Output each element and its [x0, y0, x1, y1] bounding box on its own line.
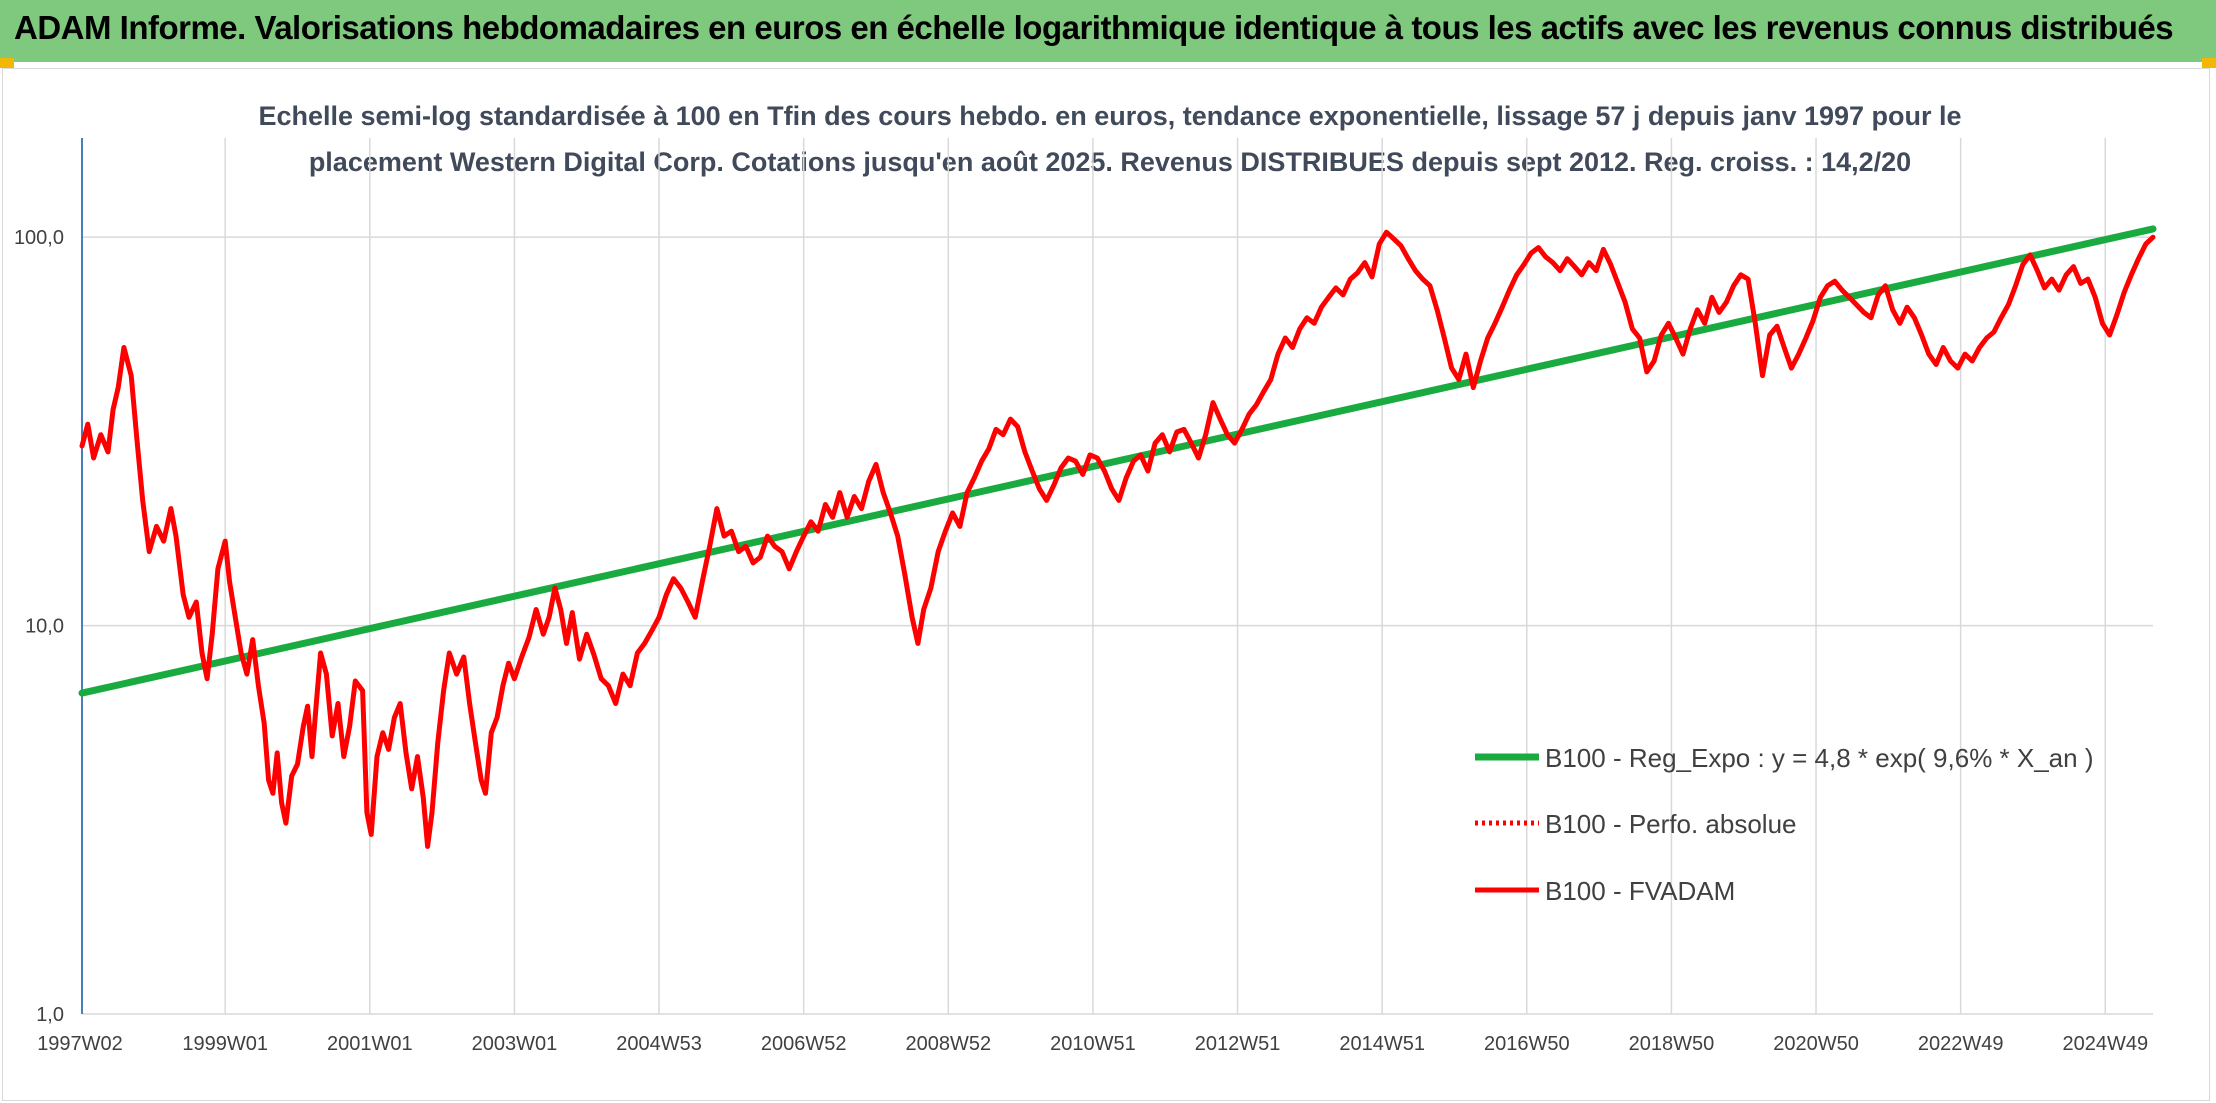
series-layer	[78, 225, 2157, 849]
y-tick-label: 100,0	[14, 227, 64, 249]
x-tick-label: 2014W51	[1339, 1033, 1425, 1055]
x-tick-label: 2008W52	[905, 1033, 991, 1055]
x-tick-label: 2010W51	[1050, 1033, 1136, 1055]
x-tick-label: 2016W50	[1484, 1033, 1570, 1055]
corner-marker-left	[0, 58, 14, 68]
x-axis-ticks: 1997W02 1999W01 2001W01 2003W01 2004W53 2006W…	[37, 1033, 2148, 1055]
x-tick-label: 2018W50	[1629, 1033, 1715, 1055]
x-tick-label: 2004W53	[616, 1033, 702, 1055]
x-tick-label: 2020W50	[1773, 1033, 1859, 1055]
y-tick-label: 1,0	[36, 1004, 64, 1026]
report-header: ADAM Informe. Valorisations hebdomadaire…	[0, 0, 2216, 62]
series-line-2	[79, 229, 2156, 849]
report-title: ADAM Informe. Valorisations hebdomadaire…	[14, 9, 2174, 46]
x-tick-label: 2022W49	[1918, 1033, 2004, 1055]
grid-lines	[82, 138, 2153, 1015]
series-line-0	[78, 225, 2157, 697]
corner-marker-right	[2202, 58, 2216, 68]
x-tick-label: 2012W51	[1195, 1033, 1281, 1055]
chart-title-line-1: Echelle semi-log standardisée à 100 en T…	[258, 101, 1962, 131]
chart-panel	[2, 68, 2210, 1101]
y-axis-ticks: 1,0 10,0 100,0	[14, 227, 64, 1026]
x-tick-label: 2003W01	[472, 1033, 558, 1055]
chart-title: Echelle semi-log standardisée à 100 en T…	[160, 93, 2060, 185]
x-tick-label: 1999W01	[182, 1033, 268, 1055]
legend-label-reg-expo: B100 - Reg_Expo : y = 4,8 * exp( 9,6% * …	[1545, 743, 2094, 773]
x-tick-label: 2024W49	[2062, 1033, 2148, 1055]
y-tick-label: 10,0	[25, 616, 64, 638]
x-tick-label: 2001W01	[327, 1033, 413, 1055]
x-tick-label: 2006W52	[761, 1033, 847, 1055]
x-tick-label: 1997W02	[37, 1033, 123, 1055]
legend-label-perfo-absolue: B100 - Perfo. absolue	[1545, 809, 1797, 839]
legend-label-fvadam: B100 - FVADAM	[1545, 876, 1735, 906]
legend: B100 - Reg_Expo : y = 4,8 * exp( 9,6% * …	[1475, 743, 2094, 906]
chart-title-line-2: placement Western Digital Corp. Cotation…	[308, 147, 1912, 177]
